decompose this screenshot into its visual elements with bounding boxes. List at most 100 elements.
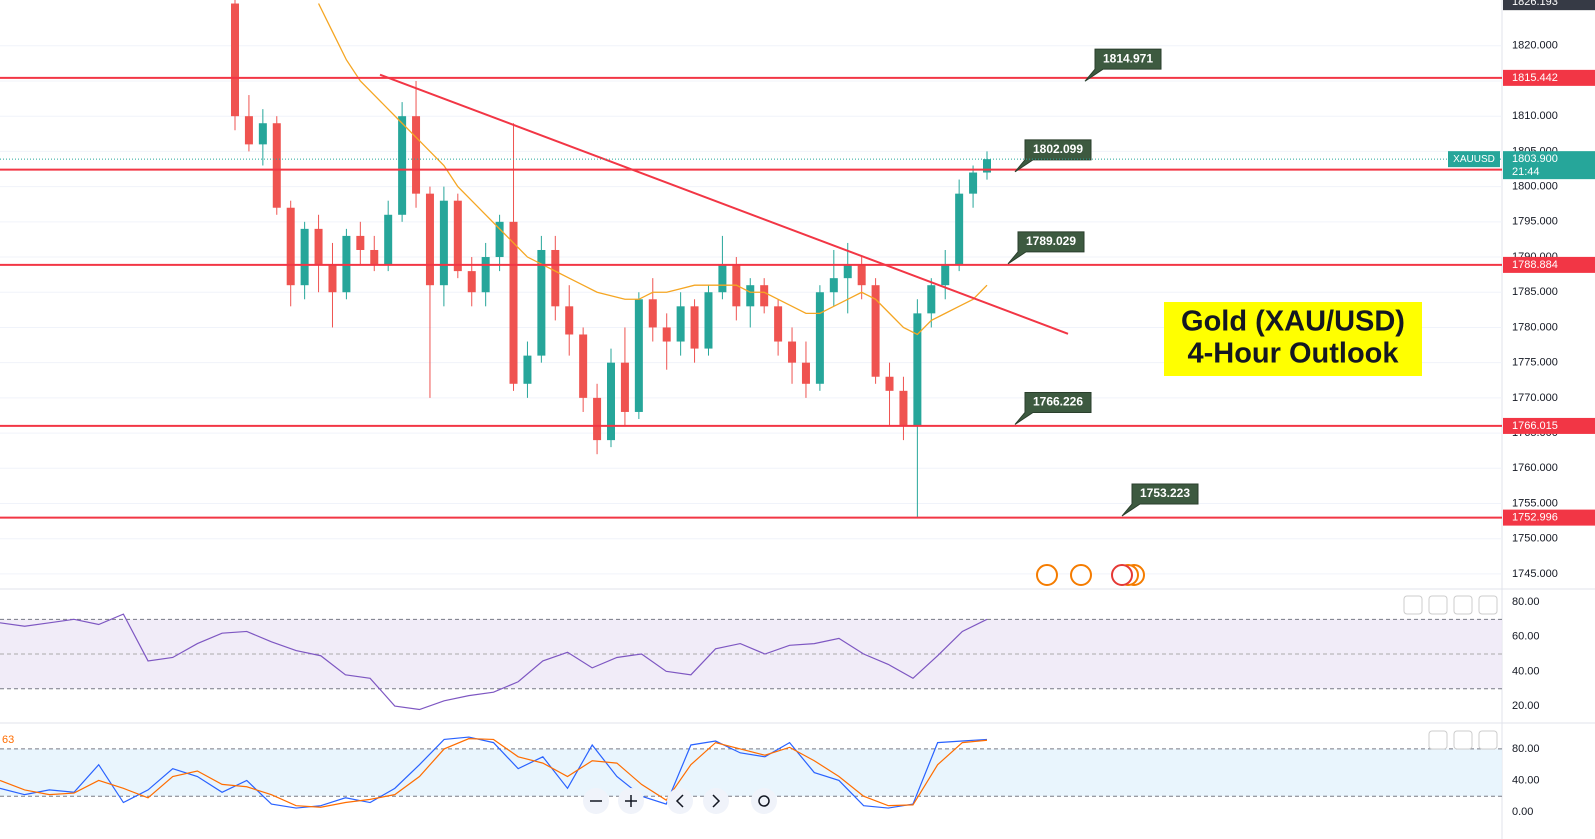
level-label: 1788.884: [1512, 259, 1558, 271]
level-label: 1752.996: [1512, 512, 1558, 524]
candle-body: [648, 299, 657, 328]
candle-body: [579, 334, 588, 398]
candle-body: [565, 306, 574, 335]
y-tick-label: 0.00: [1512, 806, 1533, 818]
level-tag: [1503, 69, 1595, 86]
event-icon[interactable]: [1036, 564, 1058, 586]
candle-body: [927, 285, 936, 314]
zoom-out-button[interactable]: [583, 788, 609, 814]
level-tag: [1503, 509, 1595, 526]
candle-body: [300, 228, 309, 286]
trendline: [379, 73, 1069, 335]
callout-label: 1766.226: [1033, 395, 1083, 409]
candle-body: [843, 264, 852, 279]
title-box: [1164, 302, 1422, 376]
move-up-button[interactable]: [1403, 595, 1423, 615]
y-tick-label: 1795.000: [1512, 216, 1558, 228]
candle-body: [607, 362, 615, 441]
indicator-line: [0, 613, 988, 711]
last-price-tag: [1503, 151, 1595, 180]
candle-body: [425, 193, 434, 286]
candle-body: [231, 3, 239, 117]
callout-box: [1084, 48, 1162, 82]
callout-box: [1121, 483, 1199, 517]
candle-body: [453, 200, 462, 272]
candle-body: [370, 249, 379, 265]
candle-body: [384, 214, 393, 265]
scroll-left-button[interactable]: [667, 788, 693, 814]
y-tick-label: 1810.000: [1512, 110, 1558, 122]
candle-body: [676, 306, 685, 342]
callout-label: 1802.099: [1033, 142, 1083, 156]
event-icons[interactable]: [1036, 564, 1145, 586]
close-button[interactable]: [1453, 595, 1473, 615]
move-up-button[interactable]: [1428, 730, 1448, 750]
candle-body: [662, 327, 671, 342]
symbol-label: XAUUSD: [1453, 154, 1495, 165]
title: Gold (XAU/USD): [1181, 306, 1405, 338]
candle-body: [593, 397, 602, 441]
maximize-button[interactable]: [1478, 730, 1498, 750]
candle-body: [704, 292, 713, 349]
candle-body: [286, 207, 295, 286]
candle-body: [509, 221, 518, 384]
candle-body: [551, 249, 560, 307]
candle-body: [746, 285, 755, 307]
candle-body: [885, 376, 894, 391]
candle-body: [537, 249, 546, 356]
candle-body: [983, 159, 991, 173]
candle-body: [620, 362, 629, 412]
y-tick-label: 1760.000: [1512, 462, 1558, 474]
candle-body: [774, 306, 783, 342]
close-button[interactable]: [1453, 730, 1473, 750]
y-tick-label: 1755.000: [1512, 497, 1558, 509]
countdown-label: 21:44: [1512, 166, 1540, 178]
event-icon[interactable]: [1111, 564, 1133, 586]
indicator-value: 63: [2, 734, 14, 746]
candle-body: [871, 285, 880, 377]
candle-body: [244, 116, 253, 145]
reset-button[interactable]: [751, 788, 777, 814]
candle-body: [398, 116, 407, 215]
y-tick-label: 1750.000: [1512, 533, 1558, 545]
candle-body: [815, 292, 824, 384]
candle-body: [523, 355, 532, 384]
candle-body: [328, 264, 337, 293]
title: 4-Hour Outlook: [1187, 338, 1399, 370]
y-tick-label: 40.00: [1512, 774, 1540, 786]
level-tag: [1503, 256, 1595, 273]
y-tick-label: 1745.000: [1512, 568, 1558, 580]
maximize-button[interactable]: [1478, 595, 1498, 615]
level-label: 1766.015: [1512, 420, 1558, 432]
candle-body: [788, 341, 797, 363]
candle-body: [439, 200, 448, 286]
candle-body: [356, 235, 365, 250]
candle-body: [634, 299, 643, 412]
indicator-line: [0, 736, 988, 809]
candle-body: [760, 285, 769, 307]
candle-body: [899, 390, 908, 427]
callout-label: 1814.971: [1103, 51, 1153, 65]
candle-body: [801, 362, 810, 384]
y-tick-label: 80.00: [1512, 596, 1540, 608]
y-tick-label: 1785.000: [1512, 286, 1558, 298]
y-tick-label: 40.00: [1512, 665, 1540, 677]
callout-box: [1007, 231, 1085, 265]
callout-label: 1789.029: [1026, 234, 1076, 248]
candle-body: [495, 221, 504, 258]
candle-body: [467, 271, 476, 293]
callout-label: 1753.223: [1140, 486, 1190, 500]
candle-body: [690, 306, 699, 349]
scroll-right-button[interactable]: [703, 788, 729, 814]
zoom-in-button[interactable]: [618, 788, 644, 814]
candle-body: [969, 172, 978, 194]
y-tick-label: 1775.000: [1512, 357, 1558, 369]
candle-body: [412, 116, 421, 194]
y-tick-label: 1780.000: [1512, 321, 1558, 333]
candle-body: [718, 264, 727, 293]
event-icon[interactable]: [1070, 564, 1092, 586]
y-tick-label: 1800.000: [1512, 181, 1558, 193]
move-down-button[interactable]: [1428, 595, 1448, 615]
